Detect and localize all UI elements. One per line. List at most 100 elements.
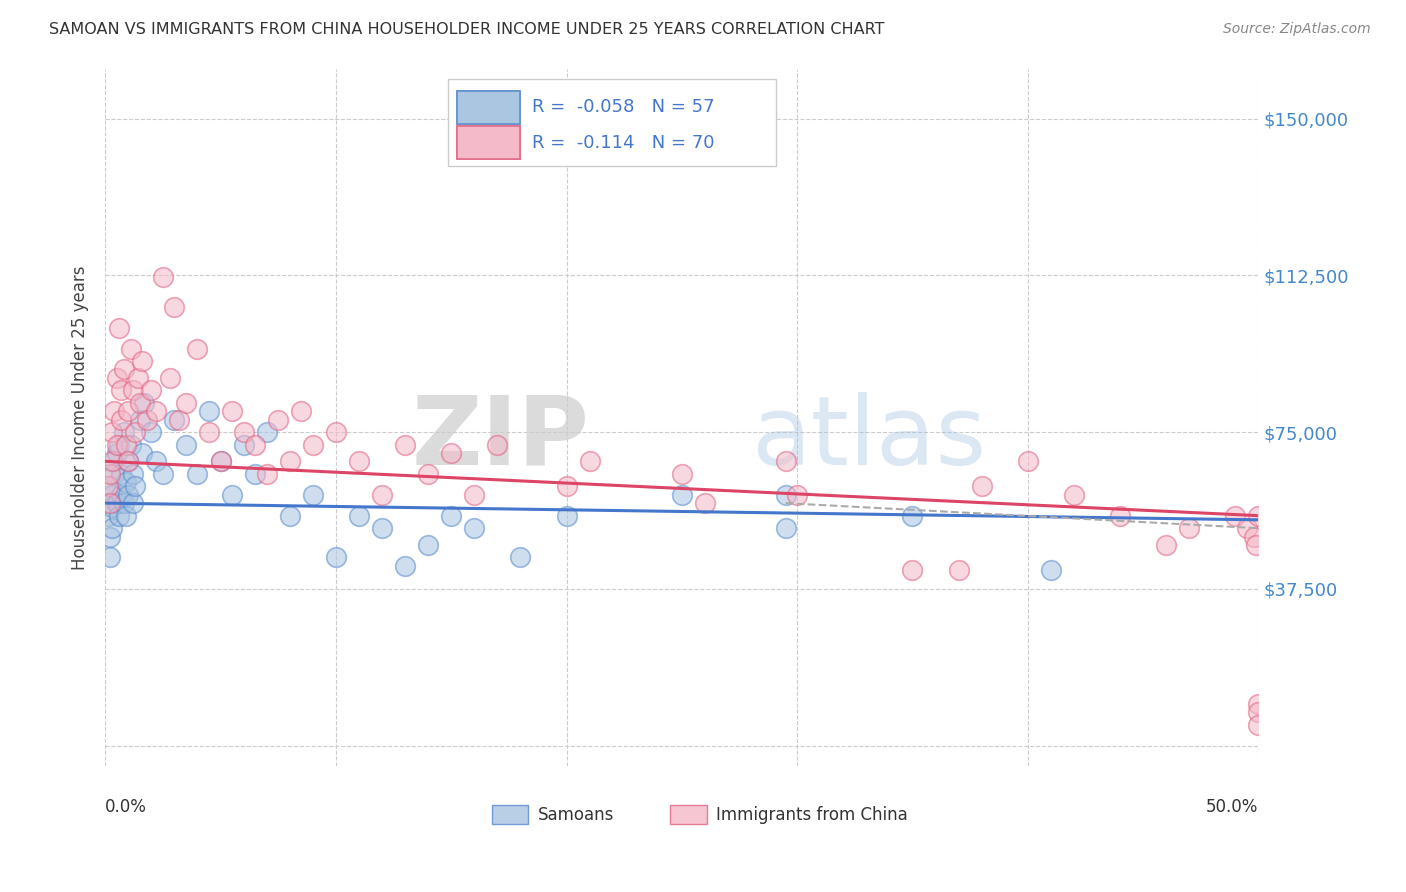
Point: [463, 488, 485, 502]
Point: [232, 437, 254, 451]
Point: [101, 454, 124, 468]
Text: R =  -0.058   N = 57: R = -0.058 N = 57: [531, 98, 714, 116]
Point: [145, 454, 167, 468]
Point: [186, 467, 208, 481]
Text: atlas: atlas: [751, 392, 986, 485]
Point: [122, 384, 145, 398]
Point: [117, 488, 139, 502]
Point: [440, 446, 463, 460]
Point: [416, 467, 439, 481]
Point: [267, 412, 290, 426]
FancyBboxPatch shape: [671, 805, 707, 824]
Point: [1225, 508, 1247, 523]
Point: [347, 454, 370, 468]
Point: [416, 538, 439, 552]
Point: [1236, 521, 1258, 535]
Point: [128, 396, 150, 410]
Point: [198, 425, 221, 439]
Point: [371, 488, 394, 502]
Text: Samoans: Samoans: [537, 806, 614, 824]
Point: [101, 488, 124, 502]
Point: [105, 370, 128, 384]
Point: [278, 454, 301, 468]
Point: [221, 404, 243, 418]
Point: [112, 496, 135, 510]
Point: [96, 508, 118, 523]
FancyBboxPatch shape: [457, 126, 520, 160]
FancyBboxPatch shape: [492, 805, 529, 824]
Point: [124, 425, 146, 439]
Point: [394, 558, 416, 573]
Point: [1178, 521, 1201, 535]
Point: [98, 530, 121, 544]
Point: [112, 362, 135, 376]
Text: 50.0%: 50.0%: [1206, 797, 1258, 816]
Point: [105, 446, 128, 460]
Point: [1244, 538, 1267, 552]
Point: [98, 479, 121, 493]
Point: [122, 496, 145, 510]
Point: [278, 508, 301, 523]
Point: [301, 437, 323, 451]
Point: [141, 384, 163, 398]
Point: [1243, 530, 1265, 544]
Point: [174, 437, 197, 451]
Point: [243, 467, 266, 481]
Point: [117, 454, 139, 468]
Point: [1247, 508, 1270, 523]
Point: [174, 396, 197, 410]
Point: [131, 446, 153, 460]
Point: [134, 396, 156, 410]
Point: [120, 342, 142, 356]
FancyBboxPatch shape: [457, 91, 520, 124]
Text: R =  -0.114   N = 70: R = -0.114 N = 70: [531, 134, 714, 153]
Point: [110, 467, 132, 481]
Point: [103, 467, 125, 481]
Point: [325, 550, 347, 565]
Point: [122, 467, 145, 481]
Point: [103, 454, 125, 468]
Point: [110, 412, 132, 426]
Point: [115, 475, 138, 490]
Point: [108, 437, 131, 451]
Point: [555, 508, 578, 523]
Point: [948, 563, 970, 577]
Point: [901, 508, 924, 523]
Point: [186, 342, 208, 356]
Point: [209, 454, 232, 468]
Point: [117, 404, 139, 418]
Point: [127, 370, 149, 384]
Point: [145, 404, 167, 418]
Point: [486, 437, 509, 451]
Point: [221, 488, 243, 502]
Point: [301, 488, 323, 502]
Point: [243, 437, 266, 451]
Point: [98, 496, 121, 510]
Point: [775, 454, 797, 468]
Point: [290, 404, 312, 418]
Point: [325, 425, 347, 439]
Point: [98, 550, 121, 565]
Point: [1247, 705, 1270, 719]
Point: [117, 454, 139, 468]
Point: [232, 425, 254, 439]
Point: [786, 488, 808, 502]
Point: [347, 508, 370, 523]
Text: ZIP: ZIP: [412, 392, 589, 485]
Point: [463, 521, 485, 535]
Point: [775, 521, 797, 535]
Point: [131, 354, 153, 368]
Point: [440, 508, 463, 523]
Point: [578, 454, 600, 468]
Point: [671, 467, 693, 481]
Point: [1039, 563, 1062, 577]
Point: [555, 479, 578, 493]
Point: [105, 496, 128, 510]
Point: [96, 479, 118, 493]
Point: [108, 320, 131, 334]
Text: 0.0%: 0.0%: [105, 797, 148, 816]
Point: [371, 521, 394, 535]
Point: [124, 479, 146, 493]
Point: [209, 454, 232, 468]
Point: [128, 412, 150, 426]
